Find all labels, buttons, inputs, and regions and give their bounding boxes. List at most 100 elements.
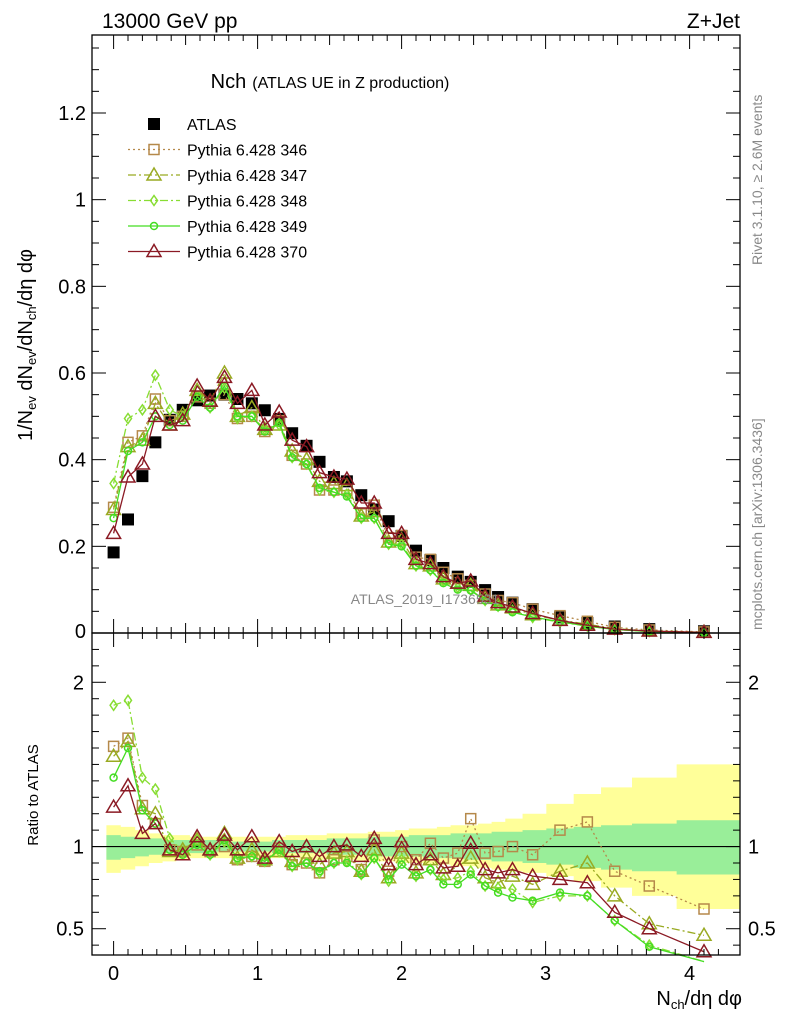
ratio-y-tick-label-right: 1 (748, 837, 759, 859)
ratio-point-p346 (506, 840, 519, 853)
point-p346 (136, 430, 149, 442)
ratio-point-p346 (464, 812, 477, 825)
x-tick-label: 4 (684, 963, 695, 985)
legend-label-p370: Pythia 6.428 370 (187, 245, 307, 262)
ratio-point-p346 (492, 845, 504, 858)
point-p348 (220, 381, 229, 395)
point-p370 (435, 568, 452, 583)
ratio-point-p370 (422, 846, 439, 861)
ratio-point-p349 (411, 871, 421, 881)
ratio-point-p370 (579, 874, 596, 889)
legend-item-p347: Pythia 6.428 347 (128, 166, 307, 185)
ratio-point-p347 (105, 747, 122, 762)
ratio-y-tick-label: 1 (73, 837, 84, 859)
point-p370 (640, 622, 658, 637)
series-p370 (105, 368, 713, 639)
main-y-tick-label: 1.2 (58, 103, 86, 125)
ratio-y-tick-label-right: 0.5 (748, 919, 776, 941)
ratio-point-p347 (462, 849, 480, 864)
plot-subtitle: (ATLAS UE in Z production) (252, 75, 449, 92)
ratio-point-p370 (283, 843, 301, 858)
legend-item-p370: Pythia 6.428 370 (128, 243, 307, 262)
point-ATLAS (506, 596, 519, 609)
point-p370 (579, 616, 596, 631)
ratio-point-p348 (453, 871, 463, 885)
ratio-point-p370 (188, 828, 206, 843)
point-p348 (369, 511, 379, 525)
point-ATLAS (107, 546, 120, 559)
point-p348 (247, 410, 257, 423)
ratio-point-p348 (315, 866, 324, 880)
point-p370 (161, 416, 179, 431)
main-y-tick-label: 0.2 (58, 536, 86, 558)
point-p370 (270, 403, 288, 418)
ratio-point-p370 (365, 829, 383, 845)
point-p370 (352, 494, 370, 509)
point-p346 (452, 573, 464, 585)
ratio-point-p347 (216, 824, 233, 840)
point-p370 (449, 574, 467, 589)
point-p349 (274, 418, 284, 428)
ratio-point-p370 (105, 798, 122, 813)
ratio-point-p346 (107, 740, 120, 753)
point-p349 (123, 446, 133, 456)
ratio-point-p349 (439, 880, 448, 889)
ratio-point-p370 (380, 856, 397, 871)
ratio-point-p370 (338, 836, 356, 851)
point-p349 (233, 412, 242, 421)
point-p349 (453, 585, 463, 594)
legend-label-p347: Pythia 6.428 347 (187, 168, 307, 185)
point-p370 (338, 470, 356, 485)
ratio-point-p347 (606, 887, 624, 902)
point-p370 (201, 392, 219, 407)
ratio-y-tick-label: 0.5 (56, 919, 84, 941)
point-ATLAS (149, 436, 162, 449)
point-ATLAS (300, 439, 313, 452)
energy-label: 13000 GeV pp (102, 10, 237, 33)
ratio-point-p349 (315, 866, 324, 876)
ratio-point-p346 (581, 816, 594, 828)
point-p370 (216, 368, 233, 384)
main-y-tick-label: 0.8 (58, 276, 86, 298)
point-p349 (192, 392, 202, 402)
ratio-point-p370 (640, 920, 658, 935)
point-p370 (119, 468, 137, 483)
ratio-point-p349 (109, 773, 118, 782)
ratio-point-p370 (243, 828, 261, 843)
point-p370 (380, 524, 397, 540)
ratio-point-p349 (329, 858, 339, 868)
point-p370 (174, 412, 192, 427)
ratio-point-p346 (479, 847, 491, 859)
ratio-point-p349 (342, 858, 352, 868)
ratio-point-p370 (298, 838, 315, 853)
legend-label-ATLAS: ATLAS (187, 117, 237, 134)
ratio-point-p346 (554, 824, 566, 836)
ratio-point-p370 (352, 847, 370, 863)
ratio-point-p348 (555, 889, 565, 903)
ratio-point-p370 (551, 870, 569, 886)
ratio-point-p348 (582, 889, 592, 903)
ratio-point-p347 (524, 875, 541, 891)
point-p370 (298, 438, 315, 453)
point-p370 (243, 381, 261, 397)
point-p349 (342, 492, 352, 501)
ratio-point-p347 (393, 844, 410, 859)
ratio-point-p346 (328, 853, 340, 866)
legend-label-p348: Pythia 6.428 348 (187, 194, 307, 211)
ratio-point-p346 (643, 880, 656, 892)
ratio-point-p370 (504, 861, 521, 876)
ratio-point-p349 (480, 881, 490, 891)
ratio-point-p370 (325, 838, 343, 853)
ratio-point-p347 (311, 856, 328, 871)
point-p348 (123, 412, 133, 425)
ratio-point-p346 (698, 903, 710, 915)
point-p370 (325, 468, 343, 483)
ratio-point-p348 (466, 864, 476, 878)
ratio-point-p349 (508, 893, 517, 902)
ratio-point-p349 (466, 870, 475, 879)
ratio-point-p349 (555, 888, 565, 897)
ratio-point-p349 (453, 880, 463, 889)
point-p349 (357, 513, 366, 523)
point-p370 (134, 455, 151, 470)
